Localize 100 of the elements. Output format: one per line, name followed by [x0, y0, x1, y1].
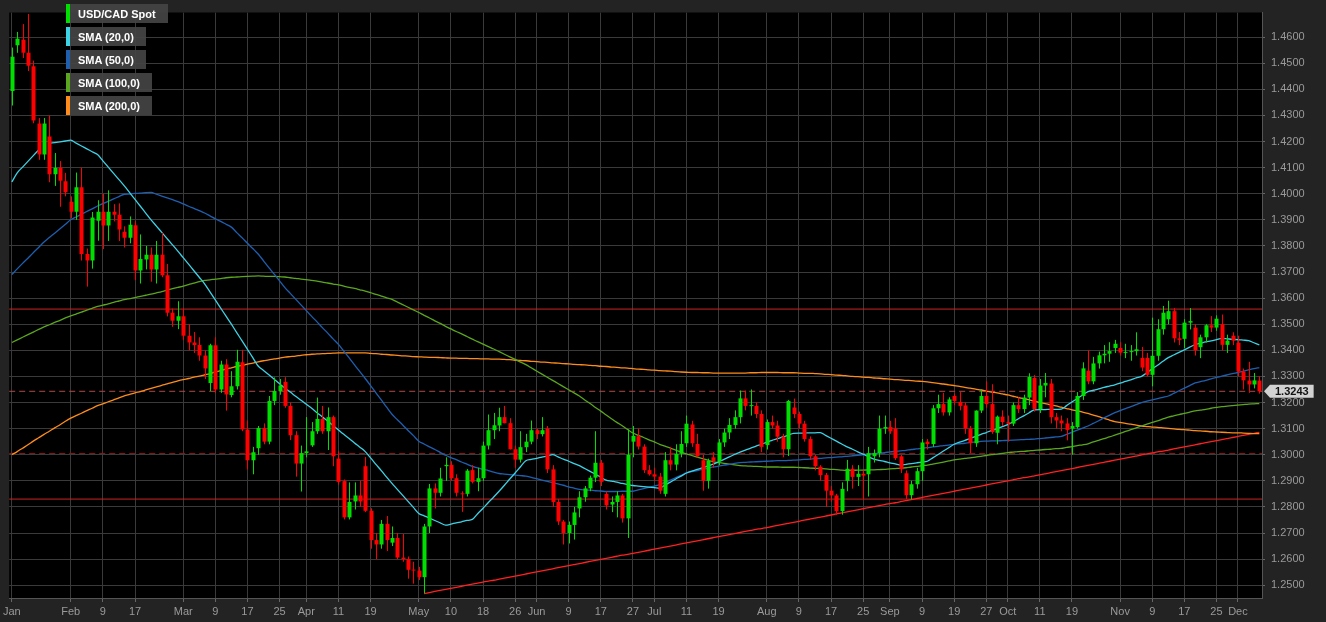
x-tick-label: Jan: [2, 604, 21, 617]
candlestick: [604, 490, 609, 511]
x-tick-label: 19: [1065, 604, 1079, 617]
candlestick: [385, 515, 390, 552]
candlestick: [631, 425, 636, 458]
line-series: [11, 352, 1260, 456]
y-tick-label: 1.3700: [1271, 265, 1305, 278]
y-tick-label: 1.3100: [1271, 421, 1305, 434]
candlestick: [1220, 314, 1225, 351]
candlestick: [743, 390, 748, 411]
candlestick: [21, 23, 26, 59]
candlestick: [808, 435, 813, 461]
candlestick: [765, 418, 770, 450]
x-tick-label: 10: [444, 604, 458, 617]
candlestick: [899, 454, 904, 474]
x-tick-label: 27: [980, 604, 993, 617]
candlestick: [449, 460, 454, 482]
candlestick: [96, 199, 101, 242]
candlestick: [460, 490, 465, 513]
x-tick-label: 25: [857, 604, 870, 617]
candlestick: [733, 409, 738, 430]
candlestick: [856, 464, 861, 487]
candlestick: [176, 300, 181, 330]
candlestick: [642, 443, 647, 474]
candlestick: [979, 388, 984, 414]
y-tick-label: 1.3300: [1271, 369, 1305, 382]
candlestick: [658, 472, 663, 495]
candlestick: [454, 473, 459, 497]
x-tick-label: Aug: [756, 604, 777, 617]
y-tick-label: 1.3600: [1271, 291, 1305, 304]
y-tick-label: 1.4200: [1271, 134, 1305, 147]
candlestick: [154, 240, 159, 285]
candlestick: [1188, 307, 1193, 330]
candlestick: [326, 406, 331, 451]
candlestick: [706, 458, 711, 490]
candlestick: [615, 490, 620, 518]
legend-label: SMA (100,0): [78, 76, 140, 89]
candlestick: [470, 464, 475, 484]
candlestick: [1204, 323, 1209, 343]
candlestick: [599, 459, 604, 487]
candlestick: [701, 454, 706, 492]
candlestick: [684, 415, 689, 448]
x-tick-label: Jun: [527, 604, 546, 617]
legend-label: USD/CAD Spot: [78, 7, 156, 20]
candlestick: [968, 425, 973, 454]
candlestick: [722, 428, 727, 448]
candlestick: [229, 370, 234, 398]
candlestick: [299, 445, 304, 493]
candlestick: [486, 414, 491, 450]
x-tick-label: 25: [1210, 604, 1223, 617]
candlestick: [834, 493, 839, 516]
candlestick: [197, 336, 202, 362]
x-tick-label: Dec: [1228, 604, 1249, 617]
candlestick: [513, 445, 518, 469]
y-tick-label: 1.3400: [1271, 343, 1305, 356]
candlestick: [824, 472, 829, 508]
candlestick: [883, 415, 888, 435]
candlestick: [540, 416, 545, 437]
x-tick-label: 17: [824, 604, 838, 617]
candlestick: [1193, 323, 1198, 357]
candlestick: [620, 493, 625, 524]
x-tick-label: 11: [680, 604, 693, 617]
candlestick: [117, 202, 122, 242]
candlestick: [1091, 356, 1096, 385]
y-tick-label: 1.3000: [1271, 447, 1305, 460]
candlestick: [909, 480, 914, 500]
y-tick-label: 1.4500: [1271, 56, 1305, 69]
candlestick: [395, 532, 400, 560]
x-tick-label: 9: [1149, 604, 1156, 617]
candlestick: [1150, 317, 1155, 387]
candlestick: [524, 433, 529, 453]
x-tick-label: 9: [918, 604, 926, 617]
candlestick: [170, 308, 175, 328]
candlestick: [1086, 349, 1091, 385]
x-tick-label: 19: [712, 604, 725, 617]
candlestick: [840, 481, 845, 516]
candlestick: [775, 420, 780, 443]
x-tick-label: 9: [795, 604, 802, 617]
candlestick: [310, 421, 315, 448]
candlestick: [1166, 300, 1171, 325]
y-tick-label: 1.4400: [1271, 82, 1305, 95]
y-tick-label: 1.3800: [1271, 238, 1305, 251]
y-tick-label: 1.3500: [1271, 317, 1305, 330]
line-series: [423, 431, 1260, 595]
candlestick: [577, 490, 582, 518]
candlestick: [465, 468, 470, 497]
y-tick-label: 1.4100: [1271, 160, 1305, 173]
candlestick: [181, 308, 186, 341]
candlestick: [674, 443, 679, 471]
candlestick: [963, 402, 968, 435]
y-tick-label: 1.3200: [1271, 395, 1305, 408]
candlestick: [203, 349, 208, 380]
candlestick: [63, 172, 68, 197]
x-tick-label: 17: [594, 604, 607, 617]
candlestick: [438, 467, 443, 497]
candlestick: [1065, 417, 1070, 441]
candlestick: [861, 469, 866, 500]
candlestick: [101, 193, 106, 250]
candlestick: [85, 248, 90, 288]
candlestick: [690, 420, 695, 448]
